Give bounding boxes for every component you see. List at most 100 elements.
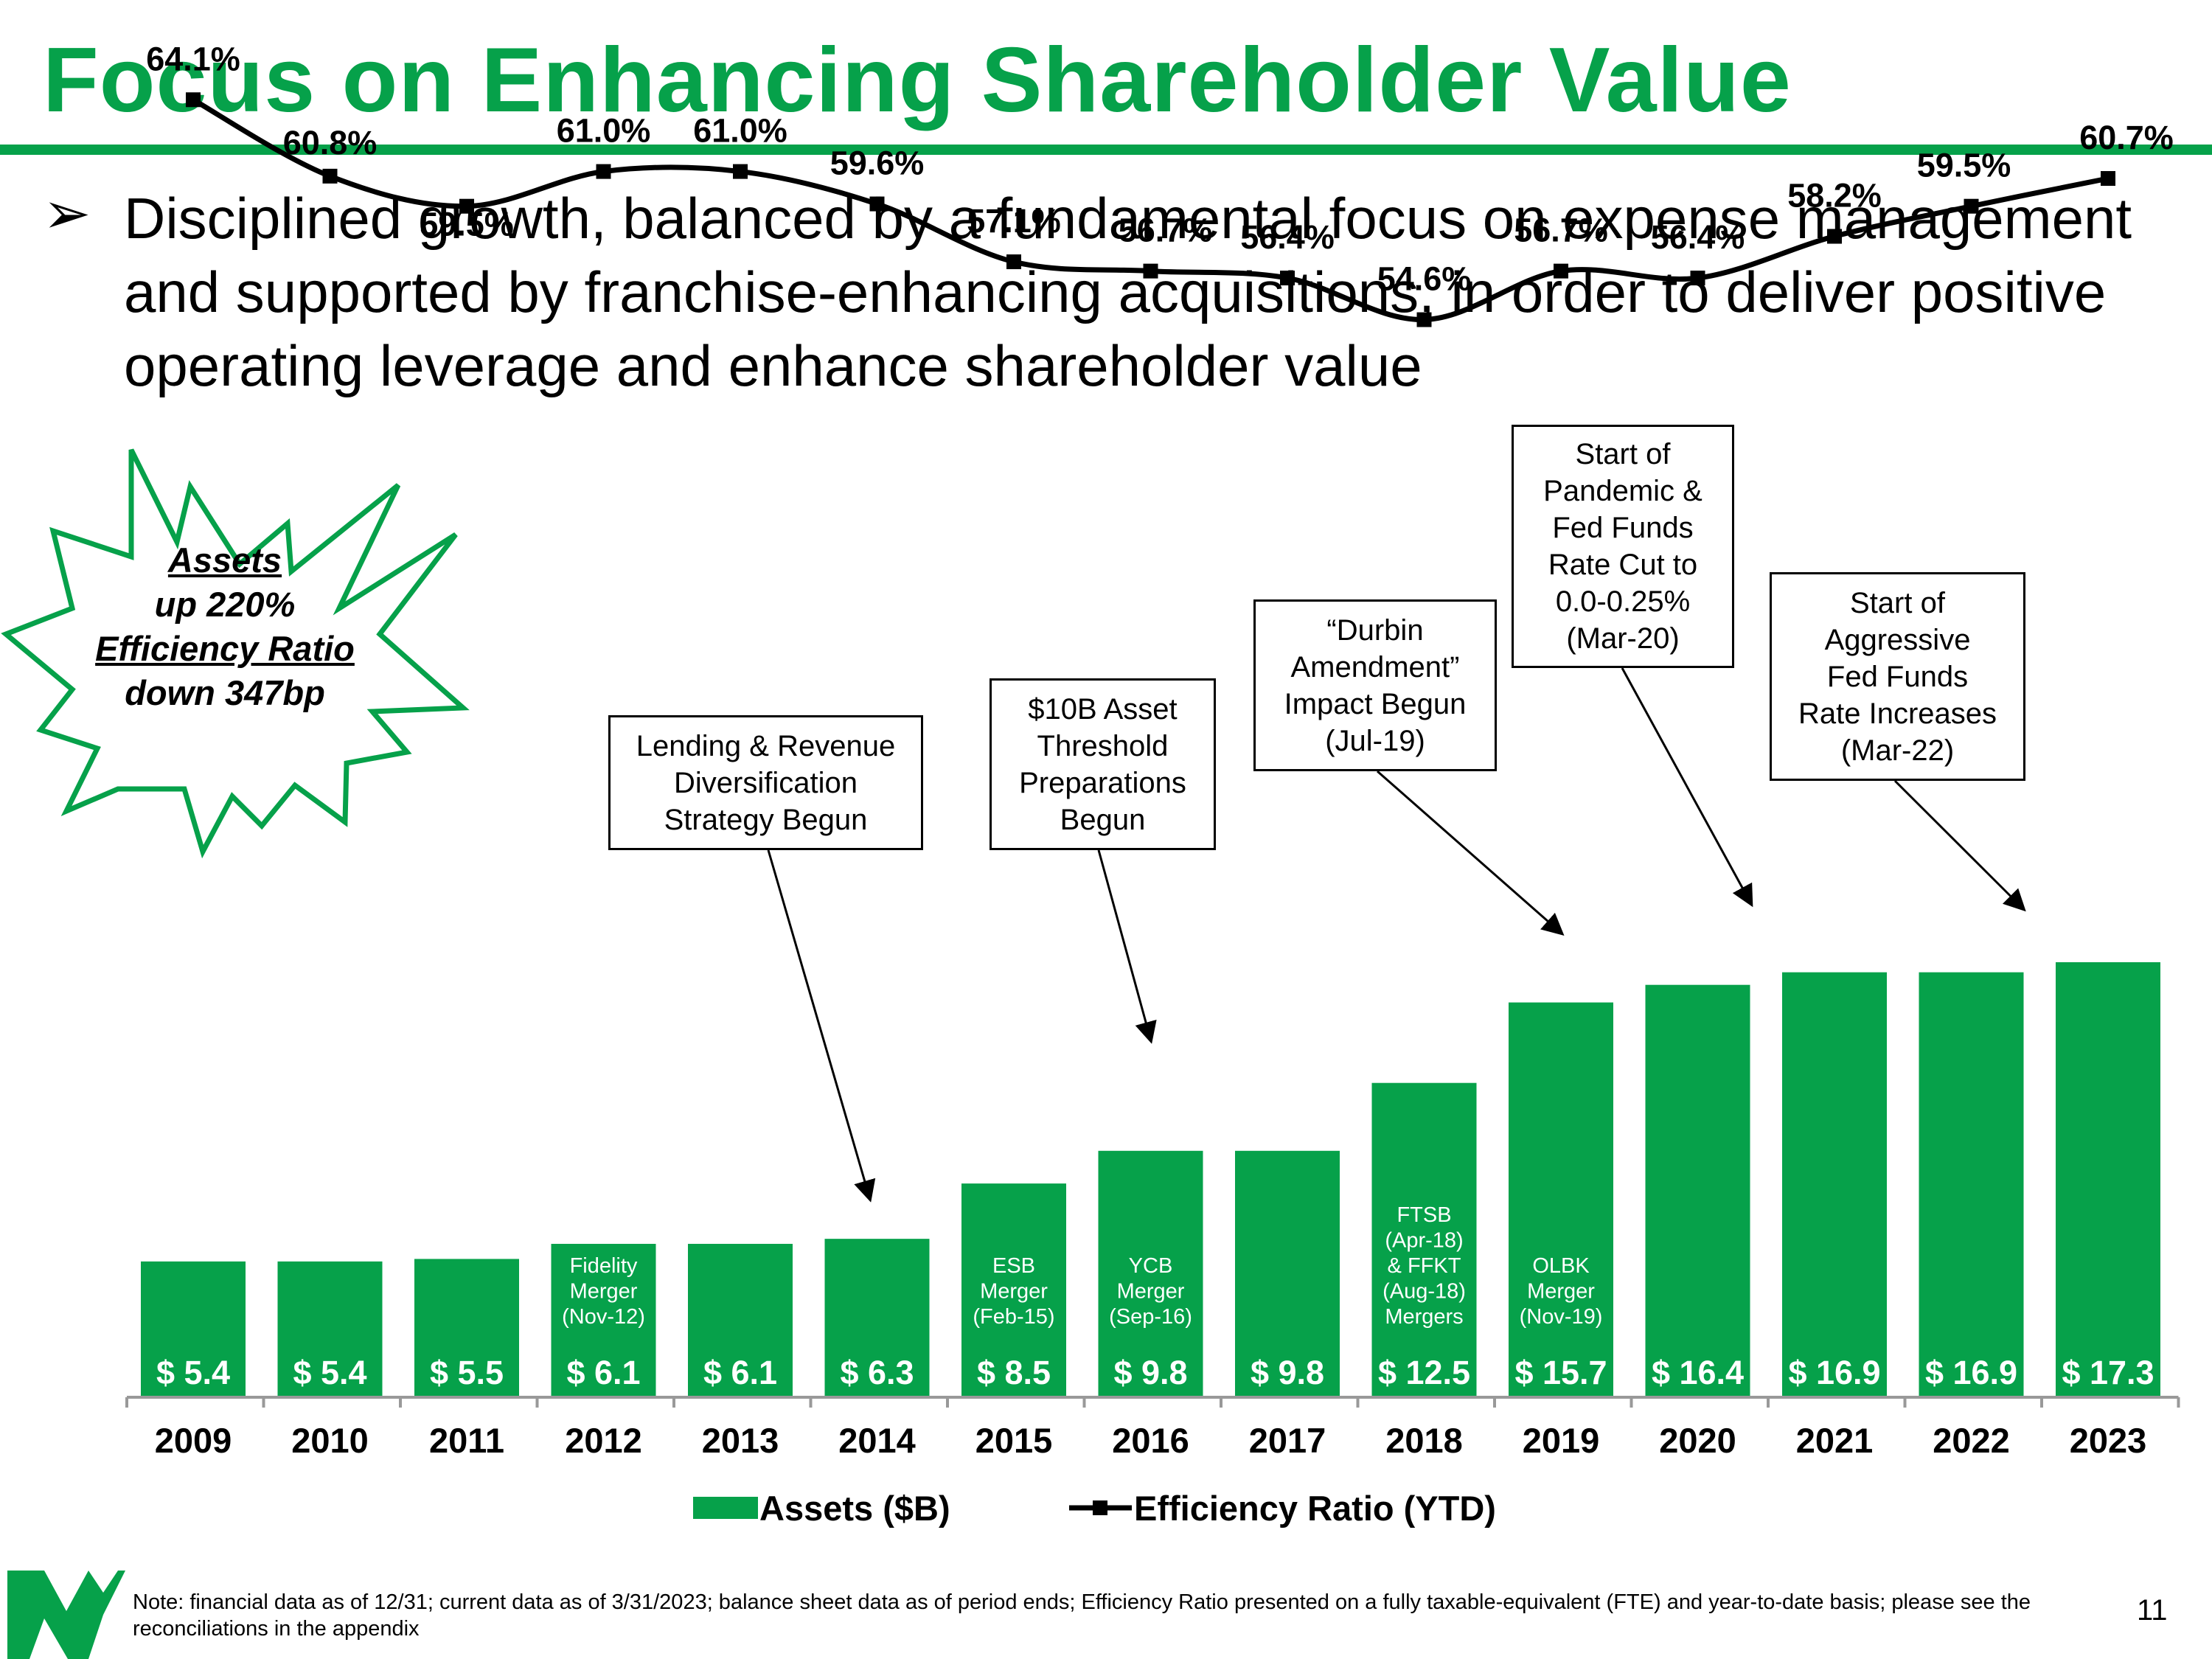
bar-2016 (1098, 1150, 1203, 1397)
bar-label-2012: $ 6.1 (566, 1354, 640, 1391)
x-tick-label-2011: 2011 (429, 1421, 504, 1460)
efficiency-label-2012: 61.0% (557, 112, 651, 150)
bar-annotation-2012-2: (Nov-12) (562, 1305, 645, 1329)
bar-2015 (961, 1183, 1066, 1397)
x-tick-label-2015: 2015 (975, 1421, 1053, 1460)
callout-pandemic-rate-cut: Start of Pandemic & Fed Funds Rate Cut t… (1512, 425, 1734, 668)
bar-2023 (2056, 962, 2160, 1397)
efficiency-label-2009: 64.1% (146, 40, 240, 77)
efficiency-label-2023: 60.7% (2079, 119, 2174, 156)
bar-2022 (1919, 972, 2024, 1397)
callout-arrow-4 (1893, 779, 2026, 912)
efficiency-point-2023 (2101, 171, 2115, 187)
efficiency-point-2020 (1690, 271, 1705, 286)
bar-2021 (1782, 972, 1887, 1397)
callout-arrow-1 (1097, 849, 1157, 1044)
page-number: 11 (2137, 1594, 2168, 1627)
legend-assets-swatch (693, 1497, 758, 1519)
bullet-arrow-icon: ➢ (43, 181, 91, 246)
efficiency-label-2011: 59.5% (420, 206, 514, 243)
bar-label-2009: $ 5.4 (156, 1354, 230, 1391)
x-axis: 2009 2010 2011 2012 2013 2014 2015 2016 2017 2018… (125, 1396, 2180, 1460)
bar-label-2016: $ 9.8 (1113, 1354, 1187, 1391)
bar-label-2017: $ 9.8 (1251, 1354, 1324, 1391)
bar-label-2019: $ 15.7 (1514, 1354, 1607, 1391)
bar-annotation-2018-0: FTSB (1397, 1203, 1451, 1227)
efficiency-label-2017: 56.4% (1240, 218, 1335, 256)
bar-label-2022: $ 16.9 (1925, 1354, 2017, 1391)
bar-annotation-2012-0: Fidelity (570, 1254, 638, 1278)
x-tick-label-2009: 2009 (155, 1421, 232, 1460)
bar-annotation-2016-1: Merger (1117, 1280, 1185, 1304)
bar-annotation-2015-1: Merger (980, 1280, 1048, 1304)
efficiency-label-2013: 61.0% (693, 112, 787, 150)
efficiency-label-2019: 56.7% (1514, 212, 1608, 249)
bar-annotation-2019-2: (Nov-19) (1520, 1305, 1603, 1329)
starburst-badge (1, 448, 470, 859)
x-tick-label-2022: 2022 (1933, 1421, 2010, 1460)
bar-2011 (414, 1259, 519, 1397)
bar-2013 (688, 1243, 793, 1397)
efficiency-label-2010: 60.8% (283, 124, 378, 161)
bar-label-2010: $ 5.4 (293, 1354, 366, 1391)
efficiency-label-2014: 59.6% (830, 145, 925, 182)
bar-annotation-2019-1: Merger (1527, 1280, 1595, 1304)
efficiency-point-2017 (1280, 271, 1295, 286)
bar-label-2011: $ 5.5 (430, 1354, 504, 1391)
legend-efficiency-label: Efficiency Ratio (YTD) (1134, 1489, 1496, 1528)
bar-annotation-2016-2: (Sep-16) (1109, 1305, 1192, 1329)
bar-2012 (551, 1243, 656, 1397)
efficiency-point-2015 (1006, 254, 1021, 270)
bar-annotation-2015-2: (Feb-15) (973, 1305, 1054, 1329)
bar-2019 (1509, 1002, 1613, 1397)
efficiency-label-2020: 56.4% (1651, 218, 1745, 256)
x-tick-label-2016: 2016 (1112, 1421, 1189, 1460)
efficiency-label-2018: 54.6% (1377, 260, 1472, 298)
x-tick-label-2012: 2012 (565, 1421, 642, 1460)
starburst-efficiency-value: down 347bp (125, 673, 325, 712)
efficiency-point-2018 (1416, 312, 1432, 327)
efficiency-point-2009 (186, 92, 201, 108)
bar-annotation-2018-1: (Apr-18) (1385, 1229, 1463, 1253)
x-tick-label-2019: 2019 (1523, 1421, 1600, 1460)
callout-rate-increases: Start of Aggressive Fed Funds Rate Incre… (1770, 572, 2025, 781)
bar-2009 (141, 1261, 246, 1397)
starburst-shape (1, 448, 470, 859)
x-tick-label-2021: 2021 (1796, 1421, 1874, 1460)
x-tick-label-2023: 2023 (2070, 1421, 2147, 1460)
legend-efficiency-marker (1093, 1500, 1107, 1515)
efficiency-point-2010 (322, 168, 338, 184)
bar-label-2020: $ 16.4 (1652, 1354, 1744, 1391)
bar-2020 (1645, 984, 1750, 1397)
efficiency-point-2021 (1827, 229, 1842, 244)
bar-label-2014: $ 6.3 (840, 1354, 914, 1391)
starburst-text: Assets up 220% Efficiency Ratio down 347… (55, 538, 394, 715)
callout-arrow-3 (1621, 667, 1753, 908)
callout-10b-threshold: $10B Asset Threshold Preparations Begun (990, 678, 1216, 850)
bar-2018 (1371, 1082, 1477, 1397)
callout-durbin-amendment: “Durbin Amendment” Impact Begun (Jul-19) (1253, 599, 1497, 771)
callout-lending-diversification: Lending & Revenue Diversification Strate… (608, 715, 923, 850)
efficiency-label-2021: 58.2% (1787, 177, 1882, 215)
x-tick-label-2014: 2014 (838, 1421, 916, 1460)
starburst-assets-value: up 220% (154, 585, 296, 624)
efficiency-point-2019 (1554, 263, 1568, 279)
assets-bars: $ 5.4 $ 5.4 $ 5.5 $ 6.1FidelityMerger(Nov-1… (141, 962, 2160, 1397)
bar-annotation-2018-2: & FFKT (1388, 1254, 1461, 1278)
bar-annotation-2018-4: Mergers (1385, 1305, 1463, 1329)
callout-arrow-0 (767, 849, 876, 1203)
x-tick-label-2018: 2018 (1385, 1421, 1463, 1460)
legend-assets-label: Assets ($B) (759, 1489, 950, 1528)
footnote: Note: financial data as of 12/31; curren… (133, 1590, 2031, 1641)
x-tick-label-2017: 2017 (1249, 1421, 1326, 1460)
bar-label-2018: $ 12.5 (1378, 1354, 1470, 1391)
bar-label-2021: $ 16.9 (1788, 1354, 1880, 1391)
efficiency-point-2011 (459, 198, 474, 214)
efficiency-label-2015: 57.1% (967, 202, 1061, 240)
bar-2010 (277, 1261, 383, 1397)
x-tick-label-2010: 2010 (291, 1421, 369, 1460)
bar-2014 (824, 1239, 930, 1397)
bar-annotation-2018-3: (Aug-18) (1382, 1280, 1466, 1304)
efficiency-label-2022: 59.5% (1917, 147, 2011, 184)
